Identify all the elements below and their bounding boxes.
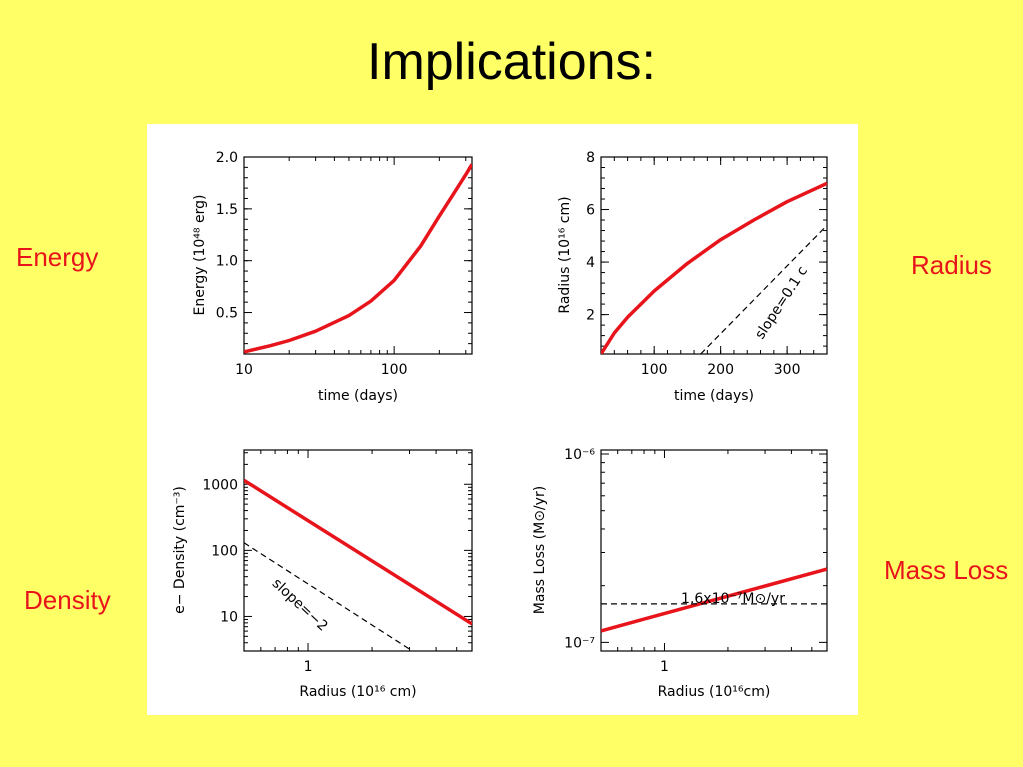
slide-title: Implications: <box>367 33 656 91</box>
plot-1-ytick-label: 6 <box>586 203 595 219</box>
plot-3-ytick-label: 10⁻⁶ <box>564 447 595 463</box>
plot-0-ytick-label: 0.5 <box>216 306 238 322</box>
plot-3-xtick-label: 1 <box>660 659 669 675</box>
radius-label: Radius <box>911 250 992 280</box>
plot-2-ytick-label: 100 <box>211 543 238 559</box>
plot-2-ytick-label: 1000 <box>202 477 238 493</box>
plot-2-xlabel: Radius (10¹⁶ cm) <box>299 684 416 700</box>
plot-1-dashed-line <box>700 224 827 354</box>
energy-label: Energy <box>16 242 99 272</box>
plot-0-curve <box>244 163 472 354</box>
plot-1-xtick-label: 300 <box>774 362 801 378</box>
plot-3-xlabel: Radius (10¹⁶cm) <box>658 684 771 700</box>
plot-1-ylabel: Radius (10¹⁶ cm) <box>557 196 573 313</box>
figure-panel: 10 100 0.5 1.0 1.5 2.0 time (days) Energy (10⁴⁸… <box>147 124 858 715</box>
plot-2-curve <box>244 478 472 626</box>
plot-3-ytick-label: 10⁻⁷ <box>564 635 595 651</box>
plot-3-ylabel: Mass Loss (M⊙/yr) <box>532 486 548 614</box>
plot-3-annotation: 1.6x10⁻⁷M⊙/yr <box>681 591 785 607</box>
plot-1-xtick-label: 100 <box>641 362 668 378</box>
plot-3-curve <box>601 567 827 633</box>
plot-2-ylabel: e− Density (cm⁻³) <box>172 486 188 614</box>
plot-2-dashed-line <box>244 542 413 651</box>
plot-2-annotation: slope=−2 <box>269 575 331 634</box>
plot-1-frame <box>600 156 828 355</box>
plot-1-ytick-label: 2 <box>586 308 595 324</box>
plot-3-frame <box>600 449 828 652</box>
plot-2-ytick-label: 10 <box>220 609 238 625</box>
plot-0-ytick-label: 1.0 <box>216 254 238 270</box>
plot-1-annotation: slope=0.1 c <box>752 263 811 342</box>
plot-0-frame <box>243 156 473 355</box>
plot-1-ytick-label: 8 <box>586 150 595 166</box>
plot-1-curve <box>601 181 827 354</box>
plot-0-xtick-label: 100 <box>381 362 408 378</box>
plot-0-xlabel: time (days) <box>318 388 398 404</box>
plot-1-xlabel: time (days) <box>674 388 754 404</box>
plot-1-xtick-label: 200 <box>707 362 734 378</box>
plot-1-ytick-label: 4 <box>586 255 595 271</box>
plot-2-xtick-label: 1 <box>304 659 313 675</box>
plot-0-ytick-label: 1.5 <box>216 202 238 218</box>
plot-0-ytick-label: 2.0 <box>216 150 238 166</box>
figure-svg: 10 100 0.5 1.0 1.5 2.0 time (days) Energy (10⁴⁸… <box>172 150 828 700</box>
density-label: Density <box>24 585 111 615</box>
plot-0-ylabel: Energy (10⁴⁸ erg) <box>192 195 208 316</box>
plot-0-xtick-label: 10 <box>235 362 253 378</box>
mass-loss-label: Mass Loss <box>884 555 1009 585</box>
